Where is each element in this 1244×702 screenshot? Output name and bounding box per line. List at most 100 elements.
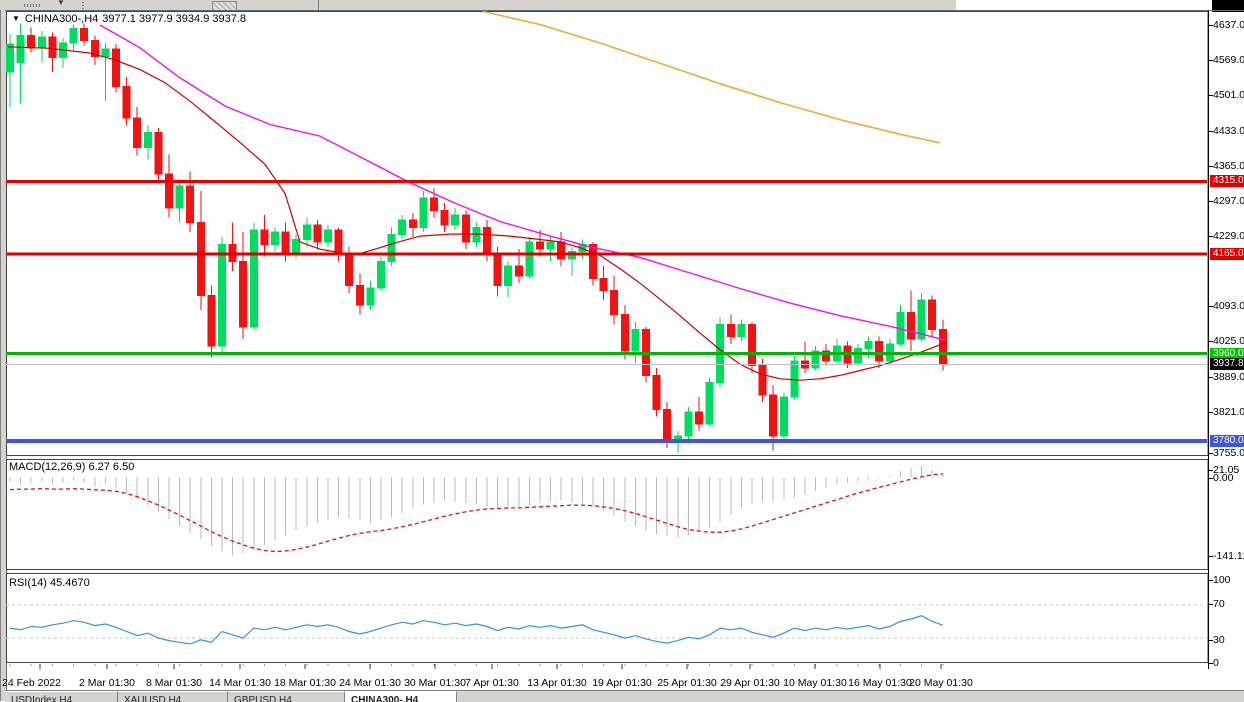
candle-bear: [620, 314, 629, 352]
macd-signal-line: [9, 473, 943, 553]
candle-bull: [504, 265, 513, 287]
collapse-arrow-icon[interactable]: ▼: [12, 14, 20, 23]
candle-bear: [196, 222, 205, 296]
candle-bear: [652, 374, 661, 410]
time-axis-label: 24 Mar 01:30: [339, 677, 401, 689]
candle-bull: [811, 350, 820, 369]
time-axis-label: 25 Apr 01:30: [657, 677, 717, 689]
candle-bull: [451, 214, 460, 226]
time-axis-label: 13 Apr 01:30: [527, 677, 587, 689]
candle-bull: [705, 382, 714, 425]
candle-bear: [90, 40, 99, 58]
macd-axis-label: 0.00: [1213, 472, 1234, 484]
time-axis-label: 30 Mar 01:30: [404, 677, 466, 689]
chart-tab-china300-h4[interactable]: CHINA300-,H4: [345, 691, 457, 702]
chart-tab-xauusd-h4[interactable]: XAUUSD,H4: [118, 691, 228, 702]
candle-bear: [758, 365, 767, 396]
chart-tab-bar: USDIndex,H4 XAUUSD,H4 GBPUSD,H4 CHINA300-,H…: [5, 690, 1244, 702]
rsi-line: [9, 615, 943, 645]
candle-bear: [938, 328, 947, 365]
rsi-axis-label: 70: [1213, 598, 1225, 610]
candle-bear: [345, 253, 354, 287]
candle-bull: [6, 43, 14, 73]
chart-tab-usdindex-h4[interactable]: USDIndex,H4: [5, 691, 118, 702]
candle-bull: [366, 287, 375, 306]
time-axis-label: 24 Feb 2022: [2, 677, 61, 689]
candle-bear: [133, 117, 142, 148]
pane-border: [6, 459, 1209, 570]
candle-bear: [27, 35, 36, 49]
candle-bear: [928, 299, 937, 330]
chevron-down-icon[interactable]: ▼: [57, 0, 65, 7]
candle-bull: [631, 328, 640, 352]
time-axis-label: 8 Mar 01:30: [145, 677, 203, 689]
candle-bear: [589, 243, 597, 279]
price-level-label: 4315.0: [1210, 175, 1244, 187]
candle-bear: [80, 27, 89, 42]
rsi-indicator-label: RSI(14) 45.4670: [9, 577, 90, 589]
price-axis-label: 4637.0: [1213, 19, 1244, 31]
chart-title: ▼ CHINA300-,H4 3977.1 3977.9 3934.9 3937.8: [12, 13, 250, 25]
candle-bull: [790, 360, 799, 398]
pane-border: [6, 11, 1209, 456]
candle-bull: [779, 396, 788, 437]
candle-bull: [525, 241, 534, 277]
candle-bear: [154, 132, 163, 175]
chart-tab-gbpusd-h4[interactable]: GBPUSD,H4: [228, 691, 345, 702]
candle-bull: [854, 348, 862, 364]
candle-bear: [907, 311, 915, 340]
price-axis-label: 4433.0: [1213, 125, 1244, 137]
top-right-black-box: [1212, 0, 1244, 12]
candle-bear: [514, 265, 523, 277]
macd-axis-label: 21.05: [1213, 464, 1240, 476]
candle-bear: [822, 350, 831, 362]
price-axis-label: 4297.0: [1213, 195, 1244, 207]
candle-bull: [16, 35, 25, 63]
rsi-axis-label: 0: [1213, 657, 1219, 669]
rsi-chart: [6, 604, 1207, 645]
time-axis-label: 18 Mar 01:30: [274, 677, 336, 689]
time-axis-label: 10 May 01:30: [783, 677, 847, 689]
toolbar-separator: [318, 0, 319, 10]
candlestick-chart: [6, 11, 1207, 453]
time-axis-label: 20 May 01:30: [909, 677, 973, 689]
candle-bull: [419, 197, 428, 228]
candle-bull: [37, 36, 46, 49]
candle-bull: [398, 219, 407, 236]
time-axis-label: 29 Apr 01:30: [720, 677, 780, 689]
ma-slow-magenta: [99, 24, 946, 341]
time-axis-label: 2 Mar 01:30: [78, 677, 136, 689]
time-axis-label: 16 May 01:30: [848, 677, 912, 689]
candle-bull: [175, 185, 184, 209]
price-axis-label: 3889.0: [1213, 371, 1244, 383]
candle-bear: [769, 394, 778, 437]
price-level-label: 3780.0: [1210, 435, 1244, 447]
price-axis-label: 4569.0: [1213, 54, 1244, 66]
candle-bear: [461, 214, 470, 243]
candle-bear: [260, 229, 269, 245]
price-axis-label: 4501.0: [1213, 89, 1244, 101]
candle-bull: [387, 234, 396, 262]
candle-bear: [355, 285, 364, 306]
ma-long-orange: [482, 11, 941, 144]
time-axis-label: 19 Apr 01:30: [592, 677, 652, 689]
candle-bear: [112, 48, 120, 88]
toolbar-grip-handle[interactable]: [24, 4, 40, 7]
candle-bear: [599, 277, 608, 291]
price-axis-label: 3755.0: [1213, 447, 1244, 459]
candle-bull: [917, 299, 926, 340]
candle-bear: [536, 241, 544, 250]
macd-indicator-label: MACD(12,26,9) 6.27 6.50: [9, 461, 135, 473]
candle-bear: [875, 340, 884, 362]
candle-bear: [239, 260, 248, 328]
price-axis-label: 3821.0: [1213, 406, 1244, 418]
price-axis-label: 4025.0: [1213, 335, 1244, 347]
candle-bear: [165, 173, 173, 209]
candle-bear: [313, 224, 322, 243]
candle-bull: [249, 229, 258, 328]
candle-bear: [663, 408, 672, 442]
candle-bull: [546, 241, 555, 250]
candle-bull: [864, 340, 873, 350]
candle-bear: [483, 226, 491, 255]
